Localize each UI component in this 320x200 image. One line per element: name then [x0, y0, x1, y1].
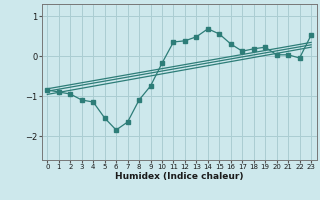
X-axis label: Humidex (Indice chaleur): Humidex (Indice chaleur) — [115, 172, 244, 181]
